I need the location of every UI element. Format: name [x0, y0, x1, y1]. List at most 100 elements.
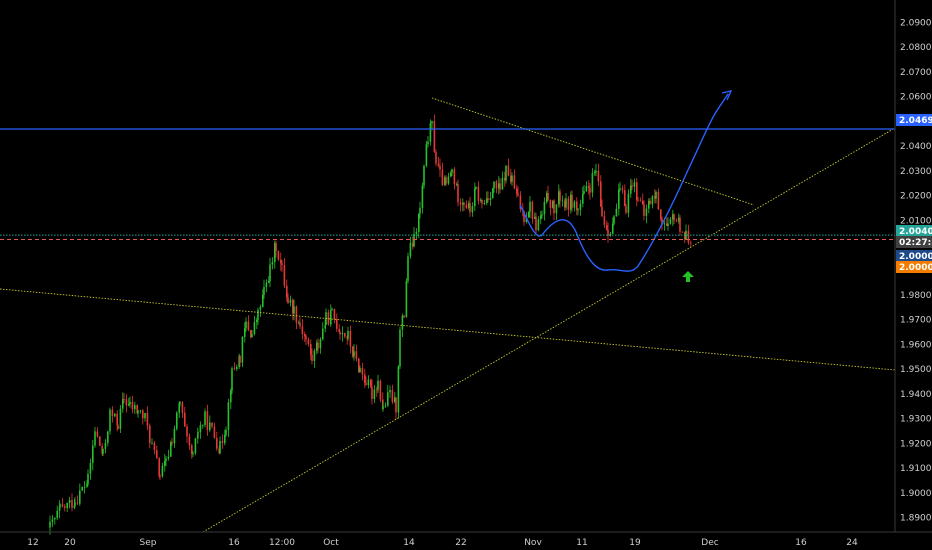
candle-body	[649, 200, 651, 205]
candle-body	[684, 232, 686, 240]
candle-body	[188, 436, 191, 446]
price-tag-label: 2.00000	[899, 252, 932, 262]
candle-body	[407, 256, 409, 282]
time-tick-label: 14	[403, 538, 415, 548]
candle-body	[247, 321, 250, 331]
candle-body	[117, 425, 119, 429]
time-tick-label: 12	[27, 538, 38, 548]
candle-body	[429, 123, 432, 142]
candle-body	[465, 204, 468, 208]
price-tag-label: 02:27:50	[899, 238, 932, 248]
candle-body	[409, 242, 412, 257]
candle-body	[439, 165, 441, 170]
candle-body	[546, 193, 548, 203]
candle-body	[51, 519, 54, 522]
candle-body	[585, 185, 588, 192]
candle-body	[510, 175, 512, 182]
candle-body	[129, 401, 131, 404]
candle-body	[194, 438, 197, 454]
candle-body	[192, 453, 194, 455]
candle-body	[483, 203, 486, 204]
candle-body	[492, 188, 494, 199]
candle-body	[391, 390, 394, 402]
price-tag-bg	[896, 225, 932, 237]
candle-body	[618, 189, 620, 209]
candle-body	[471, 206, 474, 213]
candle-body	[136, 405, 138, 414]
candle-body	[468, 203, 470, 208]
candle-body	[176, 412, 178, 429]
candle-body	[673, 214, 675, 221]
candle-body	[178, 403, 180, 413]
candle-body	[654, 196, 656, 199]
candle-body	[537, 219, 540, 231]
candle-body	[64, 506, 66, 508]
price-tag-bg	[896, 114, 932, 126]
price-tick-label: 1.93000	[900, 415, 932, 425]
candle-body	[179, 402, 181, 404]
candle-body	[58, 507, 61, 511]
time-tick-label: 24	[846, 538, 858, 548]
candle-body	[498, 183, 500, 189]
candle-body	[469, 203, 471, 213]
time-axis[interactable]: 12 20 Sep 16 12:00 Oct 14 22 Nov 11 19 Dec 16 24	[27, 538, 858, 548]
candle-body	[529, 201, 531, 212]
candle-body	[352, 346, 354, 357]
candle-body	[441, 169, 444, 185]
candle-body	[86, 483, 88, 487]
candle-body	[231, 368, 233, 391]
candle-body	[513, 175, 516, 189]
candle-body	[263, 286, 265, 295]
price-tag-bg	[896, 261, 932, 273]
candle-body	[73, 505, 76, 508]
price-tick-label: 2.01000	[900, 216, 932, 226]
candle-body	[305, 336, 307, 340]
candle-body	[301, 326, 304, 335]
candle-body	[621, 188, 624, 191]
candle-body	[382, 406, 384, 410]
candle-body	[244, 328, 246, 337]
candle-body	[165, 458, 167, 462]
candle-body	[304, 334, 306, 337]
time-tick-label: Sep	[140, 538, 157, 548]
candle-body	[239, 355, 241, 363]
candle-body	[425, 144, 428, 166]
time-tick-label: 16	[228, 538, 240, 548]
candle-body	[377, 380, 379, 390]
candle-body	[643, 204, 645, 216]
candle-body	[324, 324, 326, 329]
candle-body	[595, 170, 597, 172]
candle-body	[137, 410, 139, 414]
candle-body	[564, 200, 566, 208]
candle-body	[419, 207, 421, 214]
candle-body	[355, 351, 358, 359]
candle-body	[627, 193, 630, 213]
candle-body	[579, 203, 582, 210]
candle-body	[224, 434, 226, 444]
candle-body	[313, 350, 316, 361]
candle-body	[613, 216, 615, 224]
time-tick-label: 22	[455, 538, 466, 548]
candle-body	[370, 379, 372, 387]
candle-body	[541, 214, 543, 216]
candle-body	[528, 211, 530, 218]
candle-body	[227, 402, 230, 430]
candle-body	[184, 412, 186, 427]
candle-body	[660, 209, 662, 219]
candle-body	[462, 202, 464, 205]
candle-body	[275, 243, 277, 251]
candle-body	[636, 182, 638, 200]
candle-body	[211, 422, 213, 427]
time-tick-label: 19	[629, 538, 641, 548]
candle-body	[92, 445, 94, 463]
candle-body	[119, 408, 122, 429]
candle-body	[268, 280, 270, 283]
price-tick-label: 2.02000	[900, 192, 932, 202]
candle-body	[403, 315, 405, 318]
candle-body	[104, 442, 107, 449]
candle-body	[534, 216, 536, 219]
candle-body	[405, 281, 408, 318]
candle-body	[394, 397, 396, 402]
candle-body	[289, 299, 292, 303]
